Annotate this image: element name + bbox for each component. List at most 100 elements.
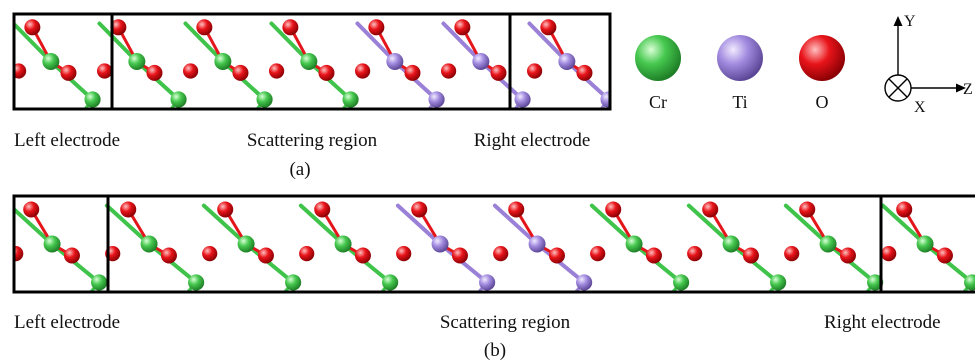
o-atom [411,201,428,218]
bond [104,203,152,246]
cr-atom [214,53,232,70]
o-atom [896,201,913,218]
o-atom [490,64,507,81]
o-atom [257,247,274,264]
cr-atom [140,235,158,253]
o-atom [527,63,543,79]
o-atom [454,19,471,36]
bond [14,21,53,64]
o-atom [14,246,24,262]
panel-b-left-electrode-label: Left electrode [14,312,120,333]
bond [564,59,610,102]
legend-cr-label: Cr [649,92,667,112]
bond [201,203,249,246]
ti-atom [558,53,576,70]
bond [220,59,267,102]
o-atom [881,246,897,262]
o-atom [451,247,468,264]
cr-atom [867,274,884,291]
cr-atom [382,274,399,291]
cr-atom [237,235,255,253]
cr-atom [770,274,787,291]
panel-b-right-electrode-label: Right electrode [824,312,941,333]
panel-b: Left electrode Scattering region Right e… [12,194,975,360]
cr-atom [91,274,108,291]
cr-atom [819,235,837,253]
bond [729,242,781,285]
o-atom [24,19,41,36]
panel-b-outer-frame [12,194,975,294]
ti-atom [576,274,593,291]
o-atom [202,246,218,262]
bond [438,242,490,285]
bond [535,242,587,285]
o-atom [548,247,565,264]
o-atom [23,201,40,218]
panel-b-atom-chain [14,201,975,292]
bond [147,242,199,285]
cr-atom [170,91,187,108]
panel-a-caption: (a) [289,159,310,180]
o-atom [441,63,457,79]
o-atom [354,247,371,264]
cr-atom [285,274,302,291]
o-atom [97,63,113,79]
bond [50,242,102,285]
o-atom [355,63,371,79]
ti-atom [428,91,445,108]
o-atom [590,246,606,262]
legend-o-label: O [816,92,829,112]
cr-atom [334,235,352,253]
cr-atom [625,235,643,253]
bond [632,242,684,285]
cr-atom [42,53,60,70]
cr-atom [43,235,61,253]
cr-atom [84,91,101,108]
coordinate-axes: Y Z X [884,13,973,116]
o-atom [784,246,800,262]
o-atom [396,246,412,262]
o-atom [687,246,703,262]
bond [589,203,637,246]
bond [134,59,181,102]
bond [527,21,569,64]
bond [826,242,878,285]
bond [48,59,95,102]
panel-a-right-electrode-label: Right electrode [474,130,591,151]
panel-a-left-electrode-label: Left electrode [14,130,120,151]
o-atom [799,201,816,218]
cr-atom [256,91,273,108]
o-atom [404,64,421,81]
bond [392,59,439,102]
x-axis-cross-stroke-2 [888,78,908,98]
x-axis-label: X [914,99,926,116]
ti-atom [386,53,404,70]
bond [492,203,540,246]
o-atom [183,63,199,79]
bond [341,242,393,285]
o-atom [540,19,557,36]
panel-a-scattering-region-label: Scattering region [247,130,378,151]
o-atom [839,247,856,264]
o-atom [232,64,249,81]
element-legend: Cr Ti O [635,35,845,112]
o-atom [146,64,163,81]
o-sphere-icon [799,35,845,81]
legend-ti-label: Ti [732,92,747,112]
ti-atom [472,53,490,70]
bond [14,206,55,246]
bond [783,203,831,246]
o-atom [217,201,234,218]
y-axis-label: Y [904,13,916,30]
panel-a: Left electrode Scattering region Right e… [12,12,612,180]
panel-a-outer-frame [12,12,612,111]
bond [298,203,346,246]
bond [441,21,483,64]
bond [97,21,139,64]
ti-atom [528,235,546,253]
o-atom [282,19,299,36]
o-atom [110,19,127,36]
o-atom [702,201,719,218]
o-atom [269,63,285,79]
